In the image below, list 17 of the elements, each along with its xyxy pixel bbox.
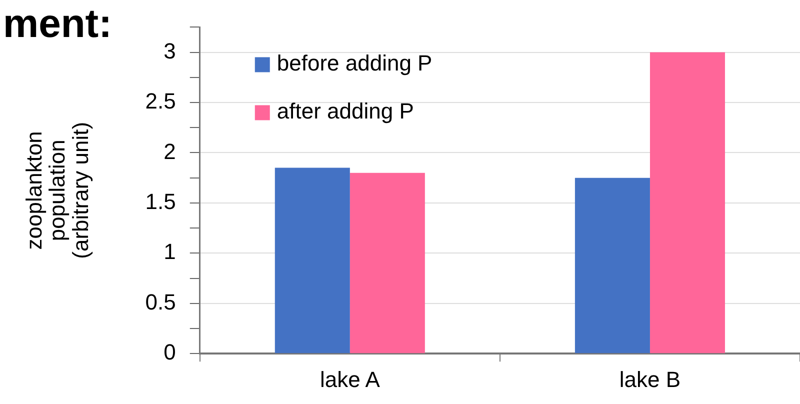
x-tick-label: lake B bbox=[619, 366, 681, 392]
x-tick-label: lake A bbox=[320, 366, 380, 392]
y-tick-label: 0 bbox=[164, 340, 176, 365]
y-tick-label: 3 bbox=[164, 38, 176, 64]
bar bbox=[350, 172, 425, 354]
bar bbox=[274, 168, 350, 354]
bar bbox=[650, 52, 725, 354]
y-tick-label: 1.5 bbox=[145, 189, 176, 214]
y-tick-label: 1 bbox=[164, 239, 176, 264]
y-tick-label: 0.5 bbox=[145, 289, 176, 314]
y-tick-label: 2.5 bbox=[145, 88, 176, 114]
legend-label: after adding P bbox=[276, 98, 414, 124]
chart-title: ment: bbox=[3, 2, 112, 47]
legend-label: before adding P bbox=[276, 50, 432, 76]
bar bbox=[574, 178, 650, 354]
y-axis-title: zooplankton population (arbitrary unit) bbox=[22, 122, 93, 259]
y-tick-label: 2 bbox=[164, 138, 176, 164]
